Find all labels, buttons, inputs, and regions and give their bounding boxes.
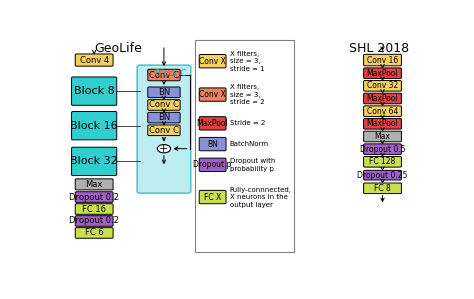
Text: Block C: Block C bbox=[155, 69, 186, 78]
Text: MaxPool: MaxPool bbox=[367, 94, 398, 103]
FancyBboxPatch shape bbox=[148, 69, 180, 81]
Text: Conv X: Conv X bbox=[199, 57, 226, 66]
Text: BN: BN bbox=[158, 88, 170, 97]
Text: BatchNorm: BatchNorm bbox=[230, 141, 269, 147]
Text: Block 16: Block 16 bbox=[70, 121, 118, 131]
FancyBboxPatch shape bbox=[199, 158, 226, 172]
Text: FC X: FC X bbox=[204, 193, 221, 202]
FancyBboxPatch shape bbox=[75, 216, 113, 226]
FancyBboxPatch shape bbox=[199, 190, 226, 204]
Text: Block 8: Block 8 bbox=[74, 86, 115, 96]
FancyBboxPatch shape bbox=[364, 170, 401, 180]
Text: SHL 2018: SHL 2018 bbox=[349, 42, 409, 55]
FancyBboxPatch shape bbox=[199, 138, 226, 151]
FancyBboxPatch shape bbox=[148, 100, 180, 110]
FancyBboxPatch shape bbox=[199, 88, 226, 101]
Text: Block 32: Block 32 bbox=[70, 156, 118, 166]
Text: X filters,
size = 3,
stride = 2: X filters, size = 3, stride = 2 bbox=[230, 84, 264, 105]
Text: X filters,
size = 3,
stride = 1: X filters, size = 3, stride = 1 bbox=[230, 51, 264, 72]
Text: Conv C: Conv C bbox=[149, 126, 179, 135]
Text: Dropout with
probability p: Dropout with probability p bbox=[230, 158, 275, 172]
Text: +: + bbox=[159, 144, 169, 154]
Text: Conv C: Conv C bbox=[149, 71, 179, 80]
FancyBboxPatch shape bbox=[199, 117, 226, 130]
Text: BN: BN bbox=[158, 113, 170, 122]
Text: BN: BN bbox=[207, 140, 218, 149]
Text: Conv C: Conv C bbox=[149, 100, 179, 109]
Text: Dropout 0.2: Dropout 0.2 bbox=[69, 216, 119, 225]
FancyBboxPatch shape bbox=[199, 54, 226, 68]
Text: Conv 4: Conv 4 bbox=[80, 56, 109, 65]
FancyBboxPatch shape bbox=[364, 80, 401, 91]
Text: MaxPool: MaxPool bbox=[367, 69, 398, 78]
Text: Conv 64: Conv 64 bbox=[367, 107, 398, 116]
FancyBboxPatch shape bbox=[148, 125, 180, 135]
Text: Max: Max bbox=[374, 132, 391, 141]
Text: Fully-connnected,
X neurons in the
output layer: Fully-connnected, X neurons in the outpu… bbox=[230, 187, 292, 208]
FancyBboxPatch shape bbox=[364, 93, 401, 104]
Text: FC 128: FC 128 bbox=[369, 157, 396, 166]
Text: Conv 16: Conv 16 bbox=[367, 56, 398, 65]
Text: MaxPool: MaxPool bbox=[197, 119, 228, 128]
Text: MaxPool: MaxPool bbox=[367, 119, 398, 128]
Text: FC 8: FC 8 bbox=[374, 184, 391, 193]
FancyBboxPatch shape bbox=[364, 68, 401, 78]
FancyBboxPatch shape bbox=[148, 112, 180, 123]
FancyBboxPatch shape bbox=[72, 112, 117, 140]
Text: Max: Max bbox=[85, 180, 103, 189]
Text: Dropout 0.5: Dropout 0.5 bbox=[360, 145, 405, 154]
FancyBboxPatch shape bbox=[72, 147, 117, 176]
Text: Stride = 2: Stride = 2 bbox=[230, 120, 265, 126]
FancyBboxPatch shape bbox=[364, 144, 401, 155]
FancyBboxPatch shape bbox=[195, 40, 294, 252]
Text: Dropout 0.2: Dropout 0.2 bbox=[69, 193, 119, 202]
Text: Dropout 0.25: Dropout 0.25 bbox=[357, 171, 408, 180]
FancyBboxPatch shape bbox=[148, 87, 180, 97]
Text: Conv X: Conv X bbox=[199, 90, 226, 99]
FancyBboxPatch shape bbox=[75, 54, 113, 66]
Text: FC 16: FC 16 bbox=[82, 205, 106, 213]
FancyBboxPatch shape bbox=[75, 228, 113, 238]
FancyBboxPatch shape bbox=[364, 131, 401, 142]
FancyBboxPatch shape bbox=[364, 118, 401, 129]
FancyBboxPatch shape bbox=[364, 183, 401, 193]
Text: GeoLife: GeoLife bbox=[94, 42, 142, 55]
FancyBboxPatch shape bbox=[364, 156, 401, 167]
Text: Dropout p: Dropout p bbox=[193, 160, 232, 169]
Text: Conv 32: Conv 32 bbox=[367, 81, 398, 90]
FancyBboxPatch shape bbox=[364, 54, 401, 66]
Circle shape bbox=[157, 144, 171, 153]
FancyBboxPatch shape bbox=[75, 192, 113, 202]
Text: FC 6: FC 6 bbox=[85, 228, 103, 237]
FancyBboxPatch shape bbox=[364, 106, 401, 116]
FancyBboxPatch shape bbox=[75, 204, 113, 214]
FancyBboxPatch shape bbox=[137, 65, 191, 193]
FancyBboxPatch shape bbox=[72, 77, 117, 105]
FancyBboxPatch shape bbox=[75, 179, 113, 190]
